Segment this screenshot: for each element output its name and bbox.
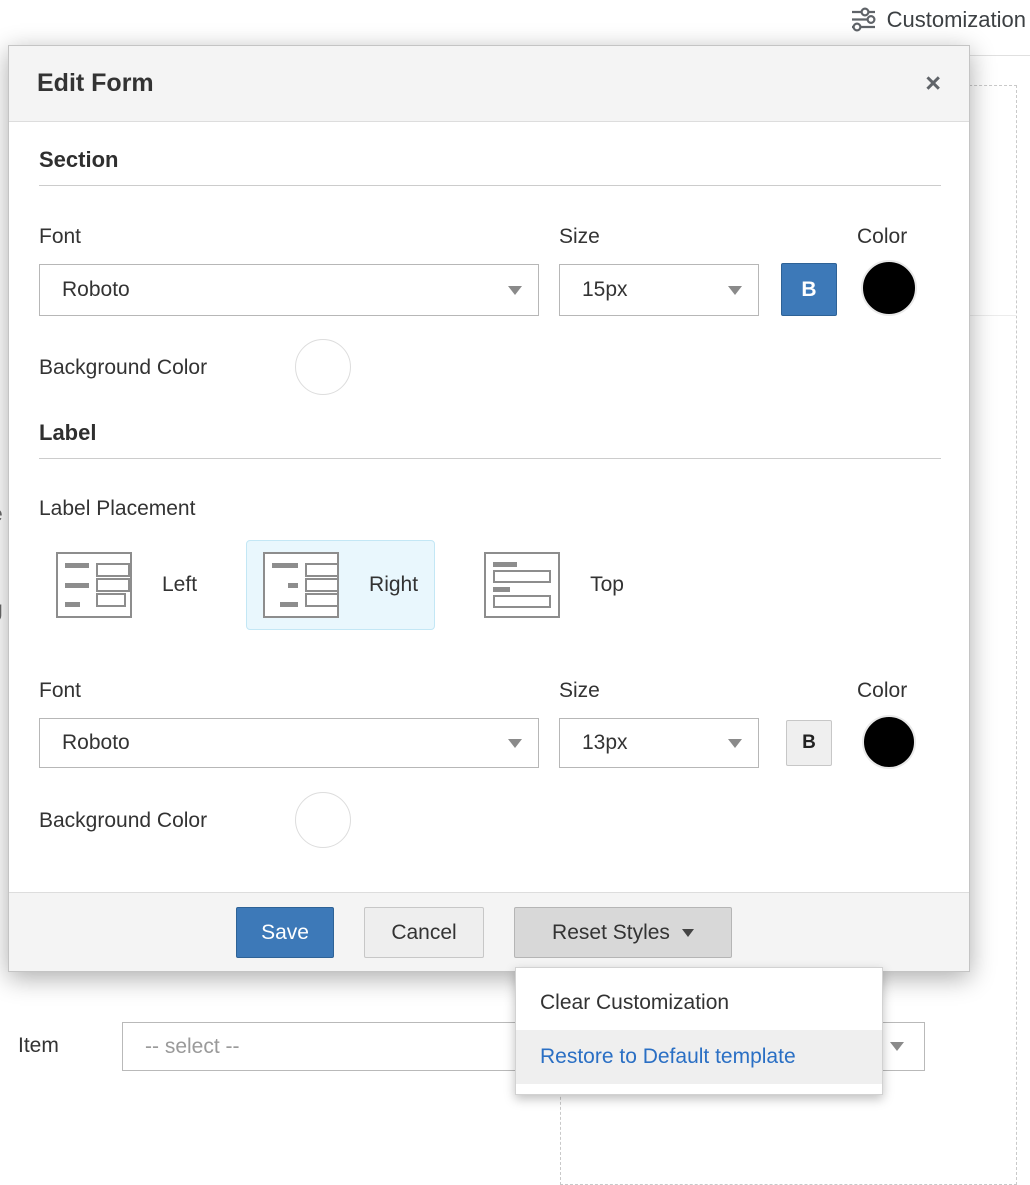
section-bgcolor-swatch[interactable]	[295, 339, 351, 395]
customization-button[interactable]: Customization	[850, 6, 1026, 33]
section-bold-toggle[interactable]: B	[781, 263, 837, 316]
section-font-select[interactable]: Roboto	[39, 264, 539, 316]
dialog-header: Edit Form ×	[9, 46, 969, 122]
chevron-down-icon	[728, 738, 742, 748]
label-bgcolor-swatch[interactable]	[295, 792, 351, 848]
section-size-label: Size	[559, 225, 600, 248]
item-field-label: Item	[18, 1034, 59, 1057]
placement-top-icon	[484, 552, 561, 618]
sliders-icon	[850, 6, 877, 33]
clipped-text-fragment: e	[0, 503, 6, 529]
placement-right-icon	[263, 552, 340, 618]
chevron-down-icon	[508, 285, 522, 295]
save-button[interactable]: Save	[236, 907, 334, 958]
chevron-down-icon	[890, 1042, 904, 1051]
label-font-label: Font	[39, 679, 82, 702]
section-heading: Section	[39, 147, 119, 172]
placement-option-top[interactable]: Top	[467, 540, 641, 630]
label-placement-options: Left Right Top	[39, 540, 673, 630]
customization-label: Customization	[886, 6, 1026, 32]
label-placement-label: Label Placement	[39, 497, 196, 520]
cancel-button[interactable]: Cancel	[364, 907, 484, 958]
chevron-down-icon	[508, 738, 522, 748]
reset-styles-menu: Clear Customization Restore to Default t…	[515, 967, 883, 1095]
label-heading-rule	[39, 458, 941, 459]
dialog-footer: Save Cancel Reset Styles	[9, 892, 969, 971]
menu-item-clear-customization[interactable]: Clear Customization	[540, 991, 730, 1014]
placement-left-icon	[56, 552, 132, 618]
clipped-text-fragment: g	[0, 598, 6, 624]
label-bold-toggle[interactable]: B	[786, 720, 832, 766]
label-color-swatch[interactable]	[862, 715, 916, 769]
label-size-select[interactable]: 13px	[559, 718, 759, 768]
chevron-down-icon	[728, 285, 742, 295]
item-select-placeholder: -- select --	[145, 1034, 240, 1058]
section-bgcolor-label: Background Color	[39, 356, 208, 379]
reset-styles-button[interactable]: Reset Styles	[514, 907, 732, 958]
section-heading-rule	[39, 185, 941, 186]
label-font-select[interactable]: Roboto	[39, 718, 539, 768]
label-bgcolor-label: Background Color	[39, 809, 208, 832]
chevron-down-icon	[681, 928, 694, 937]
section-color-swatch[interactable]	[861, 260, 917, 316]
dialog-title: Edit Form	[37, 69, 154, 97]
menu-item-restore-default-template[interactable]: Restore to Default template	[516, 1030, 882, 1084]
clipped-text-fragment: r	[0, 746, 6, 772]
placement-option-right[interactable]: Right	[246, 540, 436, 630]
label-color-label: Color	[857, 679, 908, 702]
section-color-label: Color	[857, 225, 908, 248]
placement-option-left[interactable]: Left	[39, 540, 214, 630]
label-heading: Label	[39, 420, 97, 445]
edit-form-dialog: Edit Form × Section Font Roboto Size 15p…	[8, 45, 970, 972]
section-size-select[interactable]: 15px	[559, 264, 759, 316]
label-size-label: Size	[559, 679, 600, 702]
close-icon[interactable]: ×	[925, 68, 941, 98]
clipped-text-fragment: r	[0, 440, 6, 466]
section-font-label: Font	[39, 225, 82, 248]
